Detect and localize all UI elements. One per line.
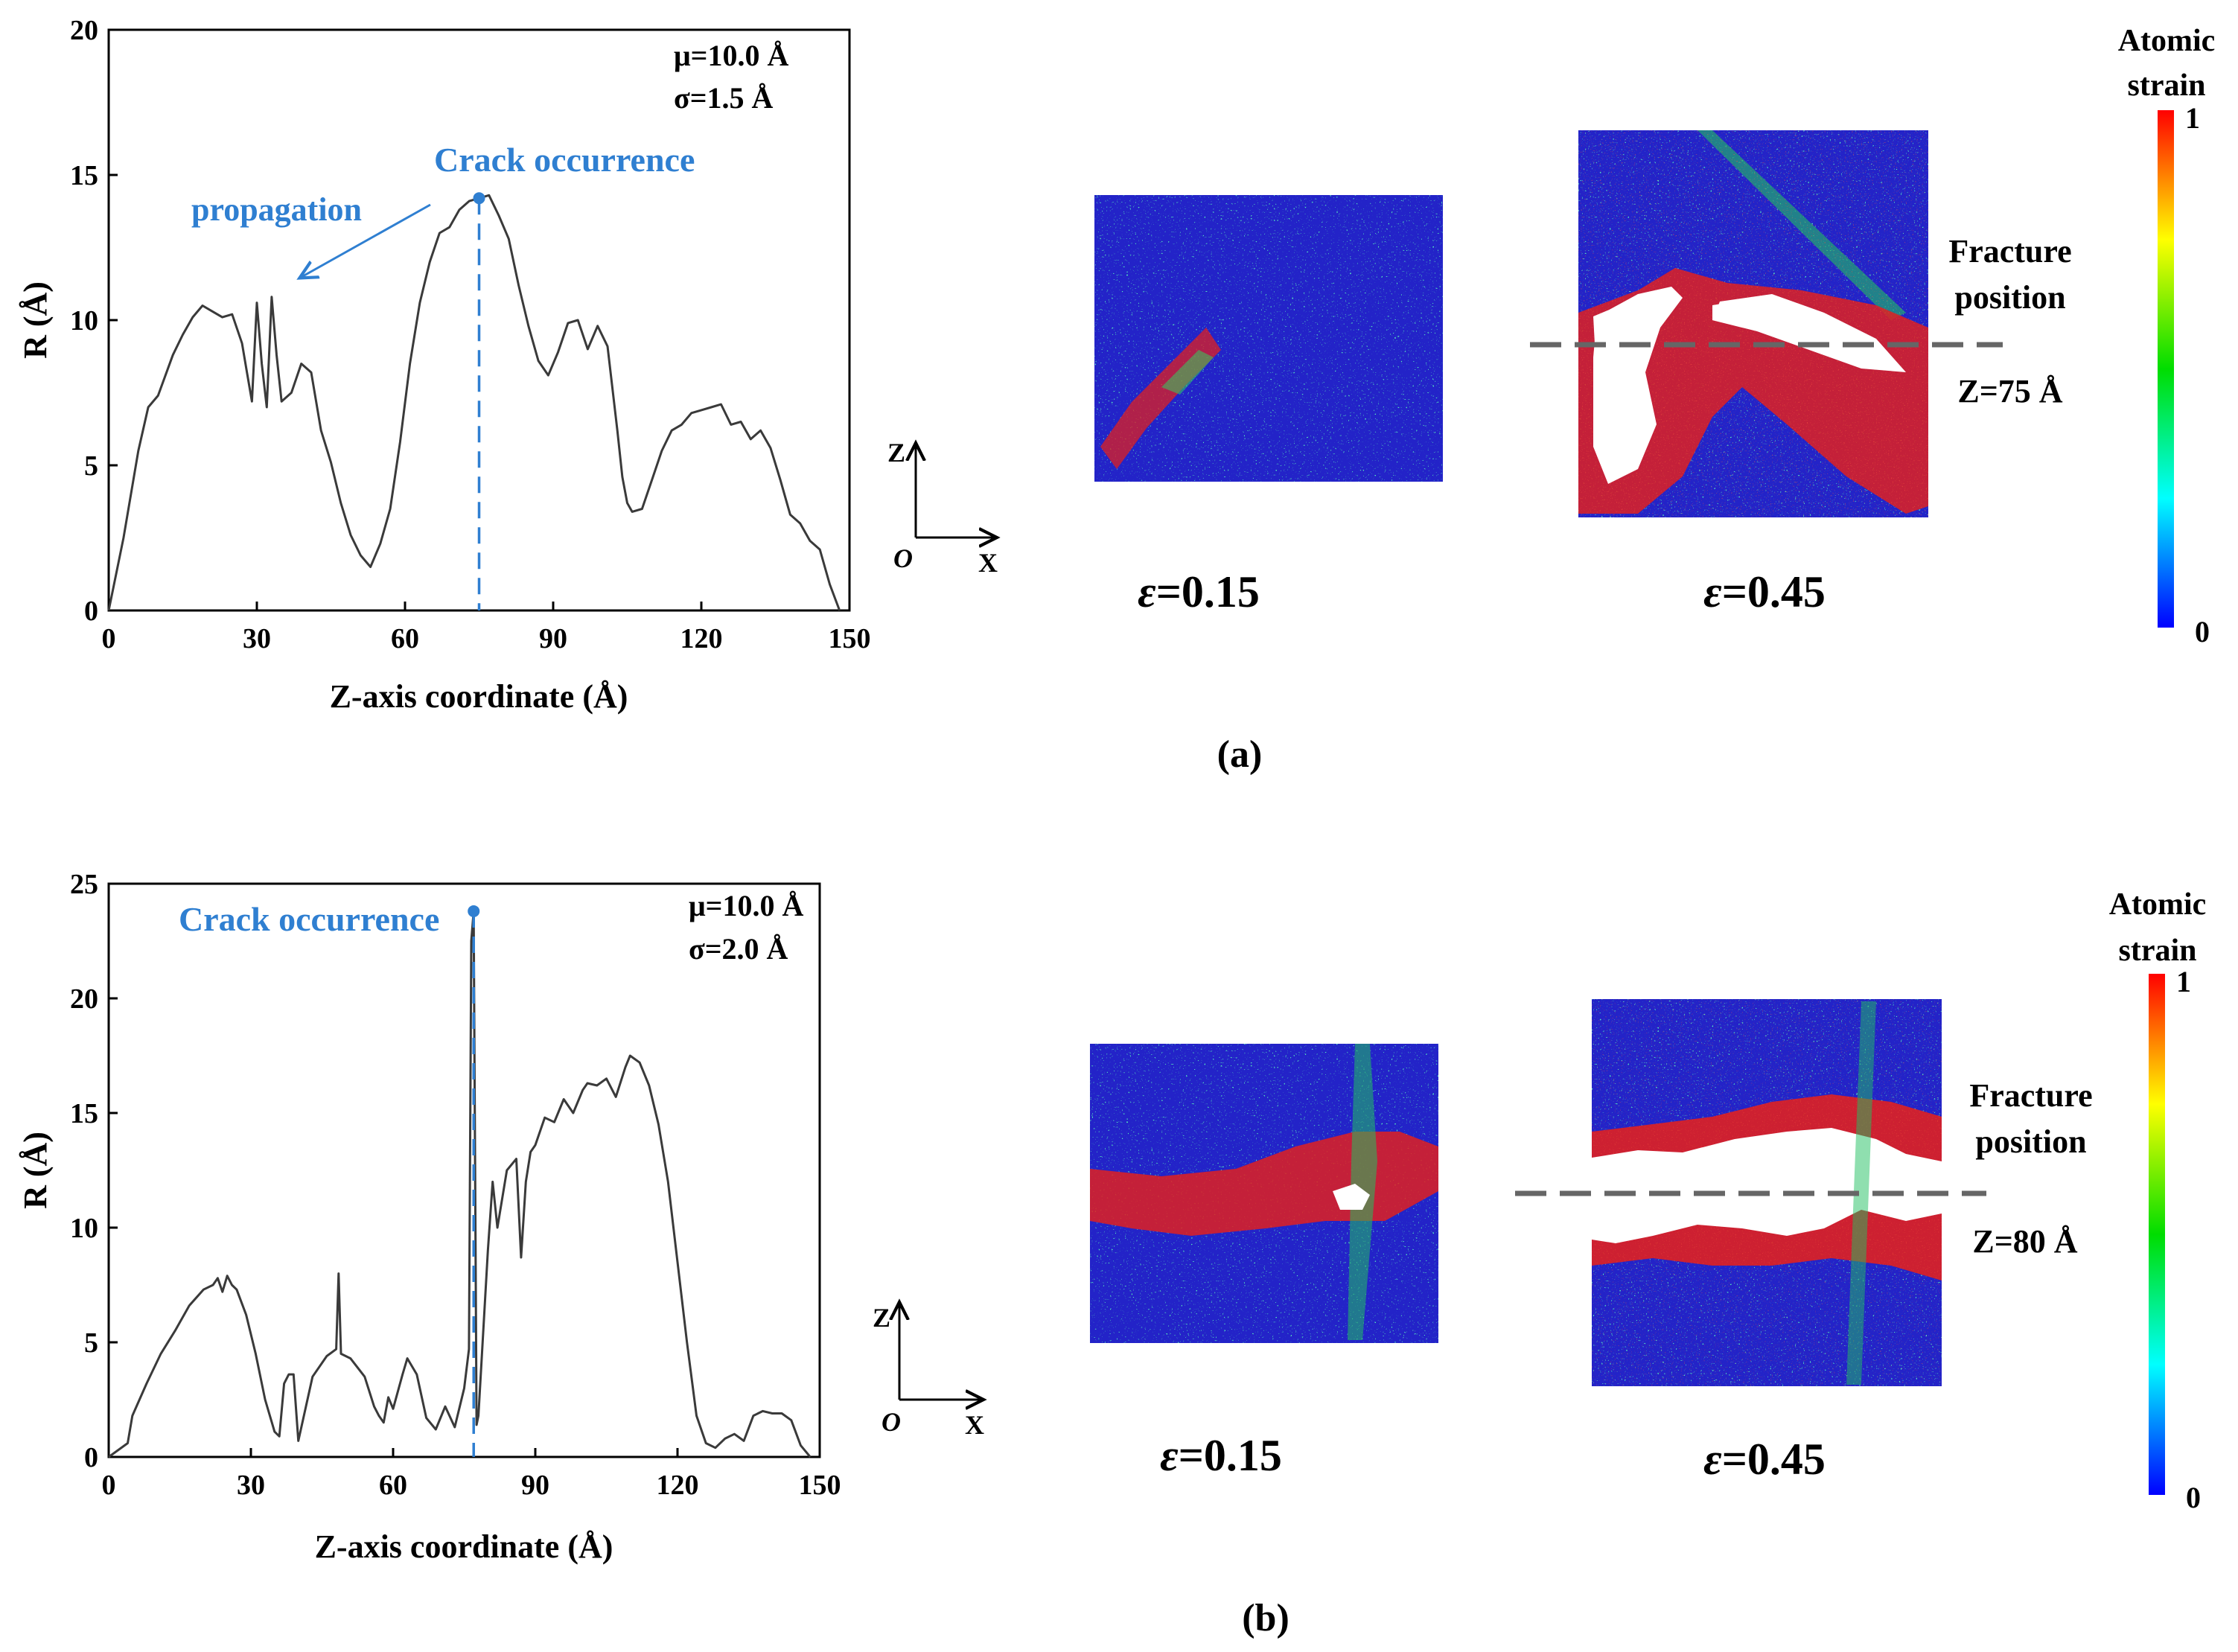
x-tick-label: 60 xyxy=(391,623,419,654)
void-region xyxy=(1592,1128,1942,1243)
snapshot-label-a-1: ε=0.15 xyxy=(1138,567,1260,616)
y-tick-label: 5 xyxy=(84,450,98,482)
colorbar-min: 0 xyxy=(2186,1481,2201,1514)
axis-origin-label: O xyxy=(893,543,913,573)
snapshot-b-strain-045 xyxy=(1515,999,1986,1386)
annotation-mu: μ=10.0 Å xyxy=(674,39,788,72)
colorbar-a: Atomic strain 1 0 xyxy=(2118,24,2216,648)
y-tick-label: 20 xyxy=(70,15,98,46)
axis-x-label: X xyxy=(965,1410,984,1440)
panel-label-b: (b) xyxy=(1242,1597,1289,1639)
axis-z-label: Z xyxy=(887,438,905,468)
colorbar-min: 0 xyxy=(2195,615,2210,648)
fracture-label-line1: Fracture xyxy=(1948,233,2071,270)
coord-axes-a: Z O X xyxy=(887,438,998,578)
void-region xyxy=(1333,1184,1370,1210)
y-tick-label: 5 xyxy=(84,1327,98,1359)
x-tick-label: 30 xyxy=(237,1470,265,1501)
colorbar-max: 1 xyxy=(2176,965,2191,998)
x-axis-label: Z-axis coordinate (Å) xyxy=(315,1528,613,1565)
x-tick-label: 0 xyxy=(102,623,116,654)
colorbar-title-line2: strain xyxy=(2128,68,2206,103)
snapshot-a-strain-045 xyxy=(1530,130,2003,517)
fracture-label-line2: position xyxy=(1954,279,2065,316)
snapshot-a-strain-015 xyxy=(1094,195,1443,482)
x-tick-label: 30 xyxy=(243,623,271,654)
annotation-sigma: σ=1.5 Å xyxy=(674,81,774,115)
panel-label-a: (a) xyxy=(1217,733,1263,776)
colorbar-title-line2: strain xyxy=(2119,934,2197,968)
snapshot-label-b-2: ε=0.45 xyxy=(1703,1435,1826,1484)
annotation-mu: μ=10.0 Å xyxy=(689,889,803,922)
y-axis-label: R (Å) xyxy=(17,1132,54,1209)
fracture-label-line1: Fracture xyxy=(1969,1077,2092,1114)
crack-marker-point xyxy=(473,192,485,205)
fracture-z-label: Z=80 Å xyxy=(1972,1223,2077,1260)
y-axis-label: R (Å) xyxy=(17,281,54,359)
colorbar-b: Atomic strain 1 0 xyxy=(2109,887,2207,1514)
x-tick-label: 60 xyxy=(379,1470,407,1501)
axis-x-label: X xyxy=(978,548,998,578)
y-tick-label: 0 xyxy=(84,1442,98,1473)
colorbar-title-line1: Atomic xyxy=(2118,24,2216,58)
coord-axes-b: Z O X xyxy=(873,1303,984,1440)
y-tick-label: 15 xyxy=(70,160,98,191)
x-axis-label: Z-axis coordinate (Å) xyxy=(330,678,628,715)
series-line-r xyxy=(108,910,812,1458)
fracture-z-label: Z=75 Å xyxy=(1957,373,2062,409)
axis-origin-label: O xyxy=(882,1407,901,1437)
x-tick-label: 90 xyxy=(539,623,567,654)
crack-label: Crack occurrence xyxy=(179,900,439,938)
line-chart-b: 0 30 60 90 120 150 0 5 10 15 20 25 Z-axis coordinat… xyxy=(17,869,841,1565)
plot-frame xyxy=(107,882,821,1458)
y-tick-label: 10 xyxy=(70,305,98,337)
colorbar-title-line1: Atomic xyxy=(2109,887,2207,922)
y-tick-label: 15 xyxy=(70,1098,98,1129)
annotation-sigma: σ=2.0 Å xyxy=(689,932,788,966)
plot-frame xyxy=(107,28,851,612)
x-tick-label: 120 xyxy=(680,623,723,654)
snapshot-label-a-2: ε=0.45 xyxy=(1703,567,1826,616)
snapshot-label-b-1: ε=0.15 xyxy=(1160,1431,1282,1480)
colorbar-max: 1 xyxy=(2185,101,2200,135)
x-tick-label: 150 xyxy=(829,623,871,654)
fracture-label-line2: position xyxy=(1975,1123,2086,1160)
y-tick-label: 20 xyxy=(70,983,98,1015)
crack-label: Crack occurrence xyxy=(434,141,695,179)
crack-marker-point xyxy=(468,905,480,917)
series-line-r xyxy=(107,194,841,611)
x-tick-label: 120 xyxy=(657,1470,699,1501)
propagation-label: propagation xyxy=(191,191,362,228)
x-tick-label: 150 xyxy=(799,1470,841,1501)
propagation-arrow xyxy=(302,203,431,277)
y-tick-label: 25 xyxy=(70,869,98,900)
axis-z-label: Z xyxy=(873,1303,890,1333)
x-tick-label: 90 xyxy=(521,1470,549,1501)
line-chart-a: 0 30 60 90 120 150 0 5 10 15 20 Z-axis coordinate … xyxy=(17,15,871,715)
y-tick-label: 0 xyxy=(84,596,98,627)
y-tick-label: 10 xyxy=(70,1213,98,1244)
snapshot-b-strain-015 xyxy=(1090,1044,1438,1343)
x-tick-label: 0 xyxy=(102,1470,116,1501)
